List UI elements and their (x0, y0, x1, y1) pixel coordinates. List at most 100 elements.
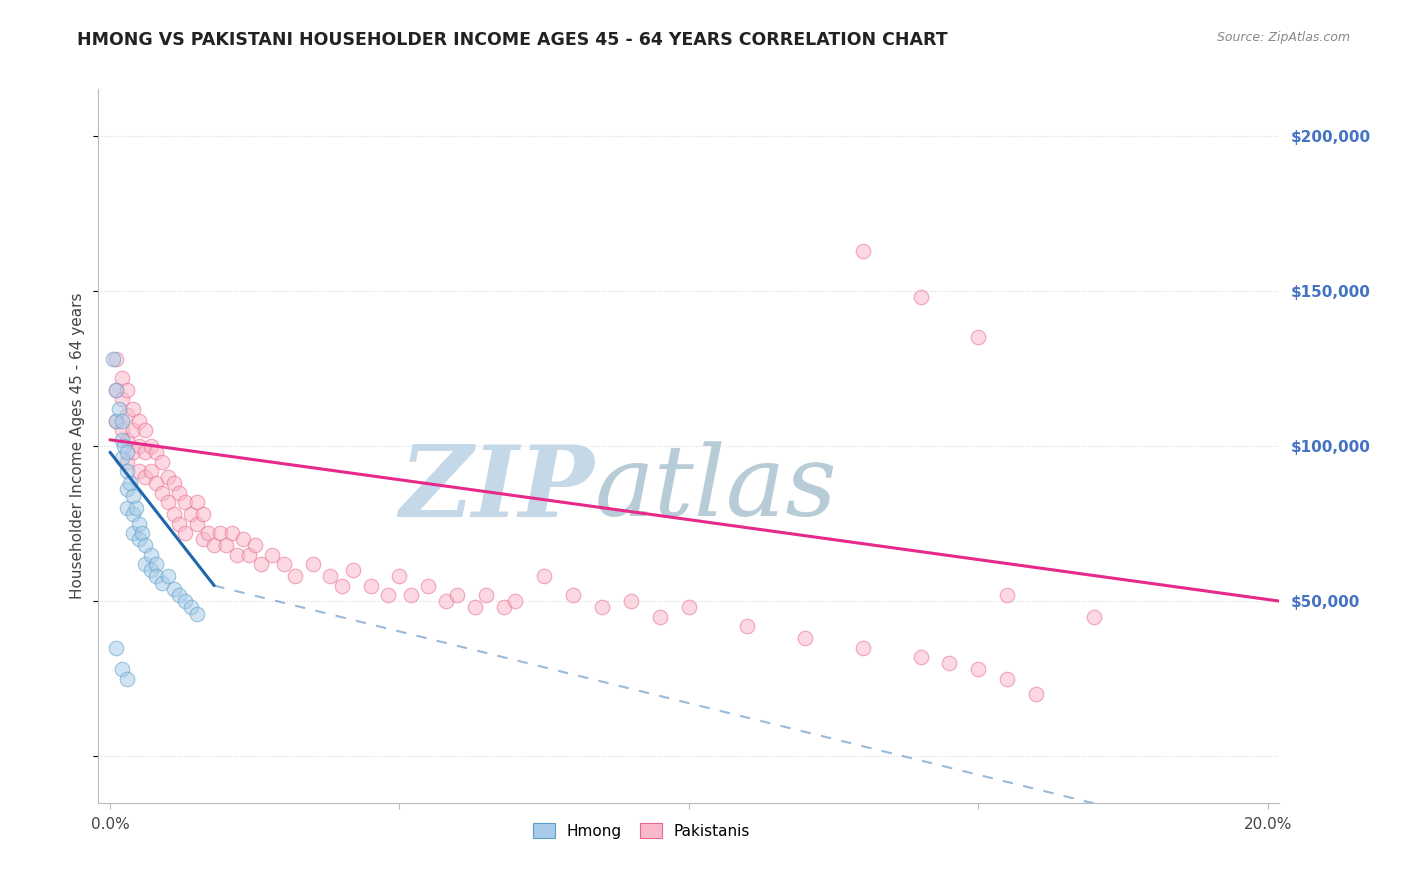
Point (110, 392, 132, 407)
Text: atlas: atlas (595, 442, 837, 536)
Point (107, 401, 129, 416)
Point (156, 470, 179, 484)
Point (110, 370, 132, 384)
Point (110, 662, 132, 676)
Point (110, 433, 132, 447)
Point (101, 352, 124, 367)
Point (319, 569, 342, 583)
Point (475, 588, 498, 602)
Point (180, 508, 202, 522)
Point (464, 600, 486, 615)
Point (150, 454, 173, 468)
Point (562, 588, 585, 602)
Point (446, 588, 468, 602)
Point (122, 525, 145, 540)
Point (104, 414, 127, 428)
Point (128, 516, 150, 531)
Point (134, 445, 156, 459)
Point (122, 508, 145, 522)
Point (938, 656, 960, 670)
Point (620, 594, 643, 608)
Point (360, 579, 382, 593)
Point (163, 582, 186, 596)
Point (191, 532, 214, 546)
Point (186, 607, 208, 621)
Point (284, 569, 307, 583)
Y-axis label: Householder Income Ages 45 - 64 years: Householder Income Ages 45 - 64 years (70, 293, 86, 599)
Point (330, 579, 353, 593)
Point (150, 485, 173, 500)
Point (434, 594, 457, 608)
Point (735, 619, 758, 633)
Point (174, 525, 197, 540)
Point (117, 483, 139, 497)
Point (191, 508, 214, 522)
Point (591, 600, 613, 615)
Point (793, 632, 815, 646)
Point (128, 532, 150, 546)
Point (139, 563, 162, 577)
Point (122, 445, 145, 459)
Point (232, 532, 254, 546)
Point (122, 401, 145, 416)
Point (117, 433, 139, 447)
Point (122, 489, 145, 503)
Point (145, 445, 167, 459)
Text: ZIP: ZIP (399, 441, 595, 537)
Point (197, 525, 219, 540)
Point (418, 579, 440, 593)
Point (134, 557, 156, 571)
Point (104, 640, 127, 655)
Point (995, 672, 1018, 686)
Point (163, 508, 186, 522)
Point (110, 451, 132, 466)
Point (117, 454, 139, 468)
Point (125, 501, 148, 516)
Point (301, 557, 323, 571)
Point (110, 414, 132, 428)
Point (156, 495, 179, 509)
Point (131, 525, 153, 540)
Point (104, 414, 127, 428)
Point (226, 548, 249, 562)
Point (215, 538, 238, 552)
Point (134, 424, 156, 438)
Point (503, 594, 526, 608)
Point (967, 662, 990, 676)
Point (910, 290, 932, 304)
Point (678, 600, 700, 615)
Point (117, 445, 139, 459)
Point (967, 330, 990, 344)
Point (169, 485, 191, 500)
Point (995, 588, 1018, 602)
Point (110, 424, 132, 438)
Point (273, 557, 295, 571)
Point (145, 569, 167, 583)
Point (156, 569, 179, 583)
Point (492, 600, 515, 615)
Point (186, 495, 208, 509)
Point (134, 538, 156, 552)
Point (221, 525, 243, 540)
Point (342, 563, 364, 577)
Point (202, 538, 225, 552)
Point (139, 439, 162, 453)
Point (1083, 609, 1105, 624)
Legend: Hmong, Pakistanis: Hmong, Pakistanis (527, 817, 756, 845)
Point (180, 600, 202, 615)
Point (377, 588, 399, 602)
Point (169, 516, 191, 531)
Point (852, 640, 875, 655)
Point (117, 383, 139, 397)
Point (174, 594, 197, 608)
Point (104, 383, 127, 397)
Point (104, 352, 127, 367)
Text: Source: ZipAtlas.com: Source: ZipAtlas.com (1216, 31, 1350, 45)
Point (243, 538, 266, 552)
Point (208, 525, 231, 540)
Point (128, 464, 150, 478)
Point (238, 548, 260, 562)
Point (533, 569, 555, 583)
Point (163, 476, 186, 491)
Point (139, 464, 162, 478)
